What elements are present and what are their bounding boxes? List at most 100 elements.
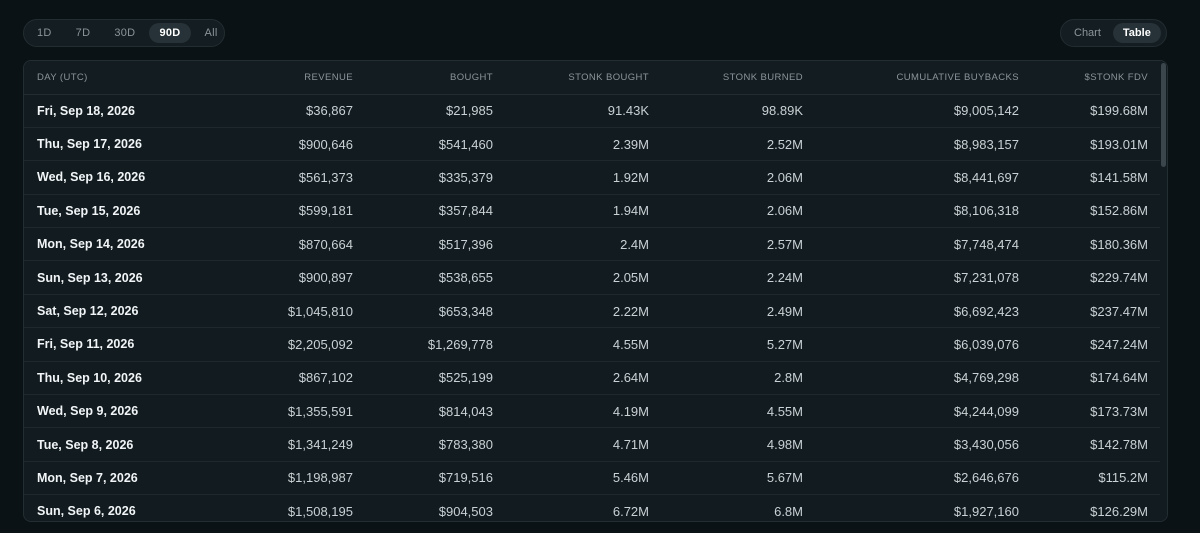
table-cell: $247.24M bbox=[1033, 327, 1162, 362]
table-cell: 5.46M bbox=[507, 461, 663, 496]
table-cell: 4.98M bbox=[663, 427, 817, 462]
tab-30d[interactable]: 30D bbox=[114, 27, 136, 39]
table-cell: $3,430,056 bbox=[817, 427, 1033, 462]
table-cell: 2.05M bbox=[507, 260, 663, 295]
table-cell: $9,005,142 bbox=[817, 94, 1033, 128]
scrollbar-track[interactable] bbox=[1160, 61, 1167, 521]
table-cell: $237.47M bbox=[1033, 294, 1162, 329]
table-cell: $900,646 bbox=[224, 127, 367, 162]
table-cell: $1,508,195 bbox=[224, 494, 367, 521]
col-header-stonk-fdv[interactable]: $STONK FDV bbox=[1033, 61, 1162, 95]
table-cell: Sat, Sep 12, 2026 bbox=[24, 294, 224, 329]
table-row: Sat, Sep 12, 2026 $1,045,810 $653,348 2.22M… bbox=[24, 294, 1162, 329]
table-cell: $1,355,591 bbox=[224, 394, 367, 429]
table-cell: $900,897 bbox=[224, 260, 367, 295]
table-cell: 2.57M bbox=[663, 227, 817, 262]
col-header-stonk-bought[interactable]: STONK BOUGHT bbox=[507, 61, 663, 95]
table-cell: $21,985 bbox=[367, 94, 507, 128]
table-cell: Thu, Sep 17, 2026 bbox=[24, 127, 224, 162]
table-cell: 1.92M bbox=[507, 160, 663, 195]
table-cell: $517,396 bbox=[367, 227, 507, 262]
table-cell: 5.27M bbox=[663, 327, 817, 362]
tab-chart[interactable]: Chart bbox=[1074, 27, 1101, 39]
table-cell: $357,844 bbox=[367, 194, 507, 229]
table-row: Fri, Sep 11, 2026 $2,205,092 $1,269,778 4.5… bbox=[24, 327, 1162, 362]
table-cell: $8,106,318 bbox=[817, 194, 1033, 229]
buybacks-table: DAY (UTC) REVENUE BOUGHT STONK BOUGHT ST… bbox=[24, 61, 1162, 521]
tab-7d[interactable]: 7D bbox=[75, 27, 91, 39]
table-cell: 2.52M bbox=[663, 127, 817, 162]
table-cell: $8,983,157 bbox=[817, 127, 1033, 162]
col-header-stonk-burned[interactable]: STONK BURNED bbox=[663, 61, 817, 95]
table-cell: $1,927,160 bbox=[817, 494, 1033, 521]
table-cell: $180.36M bbox=[1033, 227, 1162, 262]
col-header-bought[interactable]: BOUGHT bbox=[367, 61, 507, 95]
table-cell: $193.01M bbox=[1033, 127, 1162, 162]
tab-table[interactable]: Table bbox=[1112, 23, 1161, 43]
table-row: Fri, Sep 18, 2026 $36,867 $21,985 91.43K 98.… bbox=[24, 94, 1162, 128]
table-cell: $126.29M bbox=[1033, 494, 1162, 521]
table-cell: $7,748,474 bbox=[817, 227, 1033, 262]
table-cell: Fri, Sep 11, 2026 bbox=[24, 327, 224, 362]
table-cell: $7,231,078 bbox=[817, 260, 1033, 295]
table-body: Fri, Sep 18, 2026 $36,867 $21,985 91.43K 98.… bbox=[24, 94, 1162, 521]
table-cell: Fri, Sep 18, 2026 bbox=[24, 94, 224, 128]
table-cell: $115.2M bbox=[1033, 461, 1162, 496]
table-cell: Sun, Sep 6, 2026 bbox=[24, 494, 224, 521]
table-cell: 4.19M bbox=[507, 394, 663, 429]
table-cell: $719,516 bbox=[367, 461, 507, 496]
table-cell: Mon, Sep 7, 2026 bbox=[24, 461, 224, 496]
table-cell: $152.86M bbox=[1033, 194, 1162, 229]
table-cell: $904,503 bbox=[367, 494, 507, 521]
table-cell: $141.58M bbox=[1033, 160, 1162, 195]
table-cell: 6.72M bbox=[507, 494, 663, 521]
table-cell: 2.22M bbox=[507, 294, 663, 329]
table-cell: $199.68M bbox=[1033, 94, 1162, 128]
tab-1d[interactable]: 1D bbox=[37, 27, 52, 39]
table-cell: 1.94M bbox=[507, 194, 663, 229]
table-cell: $36,867 bbox=[224, 94, 367, 128]
table-cell: $870,664 bbox=[224, 227, 367, 262]
table-cell: 2.4M bbox=[507, 227, 663, 262]
table-cell: $1,045,810 bbox=[224, 294, 367, 329]
range-selector: 1D 7D 30D 90D All bbox=[23, 19, 225, 47]
table-row: Tue, Sep 8, 2026 $1,341,249 $783,380 4.71M 4… bbox=[24, 427, 1162, 462]
table-cell: 91.43K bbox=[507, 94, 663, 128]
table-cell: Tue, Sep 15, 2026 bbox=[24, 194, 224, 229]
view-toggle: Chart Table bbox=[1060, 19, 1167, 47]
col-header-cumulative-buybacks[interactable]: CUMULATIVE BUYBACKS bbox=[817, 61, 1033, 95]
tab-all[interactable]: All bbox=[204, 27, 218, 39]
table-row: Sun, Sep 6, 2026 $1,508,195 $904,503 6.72M 6… bbox=[24, 494, 1162, 521]
table-cell: $814,043 bbox=[367, 394, 507, 429]
table-cell: $561,373 bbox=[224, 160, 367, 195]
table-cell: $174.64M bbox=[1033, 361, 1162, 396]
table-cell: $6,039,076 bbox=[817, 327, 1033, 362]
buybacks-table-card: DAY (UTC) REVENUE BOUGHT STONK BOUGHT ST… bbox=[23, 60, 1168, 522]
table-cell: 2.06M bbox=[663, 160, 817, 195]
table-cell: 2.39M bbox=[507, 127, 663, 162]
table-cell: 4.55M bbox=[507, 327, 663, 362]
tab-90d[interactable]: 90D bbox=[149, 23, 191, 43]
table-cell: $173.73M bbox=[1033, 394, 1162, 429]
table-cell: $1,341,249 bbox=[224, 427, 367, 462]
table-cell: 2.24M bbox=[663, 260, 817, 295]
col-header-revenue[interactable]: REVENUE bbox=[224, 61, 367, 95]
table-cell: 98.89K bbox=[663, 94, 817, 128]
table-cell: 2.8M bbox=[663, 361, 817, 396]
table-cell: $1,198,987 bbox=[224, 461, 367, 496]
table-cell: 5.67M bbox=[663, 461, 817, 496]
table-row: Wed, Sep 9, 2026 $1,355,591 $814,043 4.19M 4… bbox=[24, 394, 1162, 429]
table-row: Mon, Sep 7, 2026 $1,198,987 $719,516 5.46M 5… bbox=[24, 461, 1162, 496]
table-row: Thu, Sep 10, 2026 $867,102 $525,199 2.64M 2.… bbox=[24, 361, 1162, 396]
table-cell: $541,460 bbox=[367, 127, 507, 162]
table-cell: $4,244,099 bbox=[817, 394, 1033, 429]
table-cell: $599,181 bbox=[224, 194, 367, 229]
table-cell: $6,692,423 bbox=[817, 294, 1033, 329]
table-cell: $142.78M bbox=[1033, 427, 1162, 462]
table-cell: 4.71M bbox=[507, 427, 663, 462]
scrollbar-thumb[interactable] bbox=[1161, 63, 1166, 167]
col-header-day[interactable]: DAY (UTC) bbox=[24, 61, 224, 95]
table-row: Mon, Sep 14, 2026 $870,664 $517,396 2.4M 2.5… bbox=[24, 227, 1162, 262]
table-row: Thu, Sep 17, 2026 $900,646 $541,460 2.39M 2.… bbox=[24, 127, 1162, 162]
table-cell: $4,769,298 bbox=[817, 361, 1033, 396]
